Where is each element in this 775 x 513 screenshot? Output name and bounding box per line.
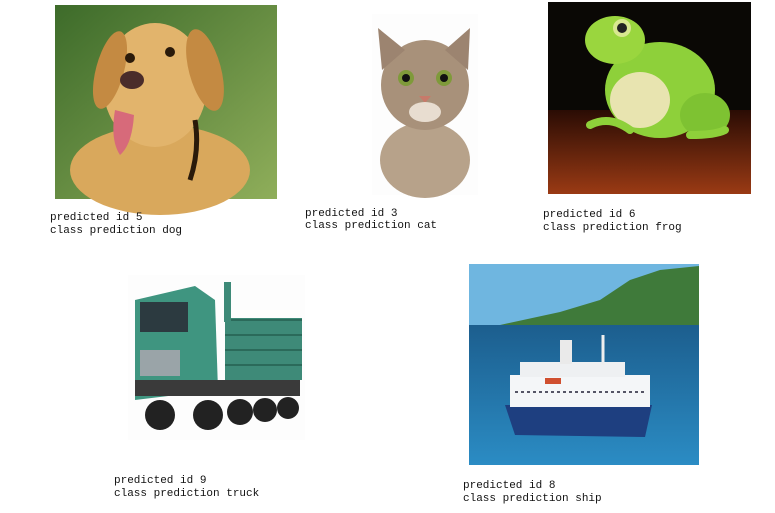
dog-image-part xyxy=(113,110,134,155)
truck-image-part xyxy=(225,319,302,366)
cat-image-part xyxy=(445,28,470,70)
class-prediction: class prediction truck xyxy=(114,488,260,500)
cat-image-part xyxy=(380,122,470,198)
frog-image-part xyxy=(617,23,627,33)
predicted-id: predicted id 9 xyxy=(114,475,207,487)
frog-image-part xyxy=(680,93,730,137)
ship-image-part xyxy=(505,405,652,437)
predicted-id: predicted id 3 xyxy=(305,208,398,220)
ship-image-part xyxy=(520,362,625,377)
cat-image-part xyxy=(378,28,405,70)
cat-image xyxy=(372,14,478,198)
dog-image-part xyxy=(70,125,250,215)
cat-image-part xyxy=(419,96,431,103)
cat-image-part xyxy=(402,74,410,82)
cat-image-part xyxy=(440,74,448,82)
class-prediction: class prediction ship xyxy=(463,493,602,505)
frog-image xyxy=(548,2,751,194)
ship-image-part xyxy=(560,340,572,364)
cat-image-part xyxy=(409,102,441,122)
truck-image-part xyxy=(227,399,253,425)
frog-image-part xyxy=(586,117,729,139)
class-prediction: class prediction frog xyxy=(543,222,682,234)
dog-image-part xyxy=(186,29,224,111)
dog-image-part xyxy=(125,53,135,63)
class-prediction: class prediction dog xyxy=(50,225,183,237)
frog-image-part xyxy=(610,72,670,128)
ship-image-part xyxy=(545,378,561,384)
ship-image xyxy=(469,264,699,465)
truck-image-part xyxy=(140,350,180,376)
dog-image-part xyxy=(92,31,128,109)
truck-image xyxy=(128,275,305,440)
dog-image-part xyxy=(120,71,144,89)
truck-image-part xyxy=(135,380,300,396)
truck-image-part xyxy=(277,397,299,419)
predicted-id: predicted id 8 xyxy=(463,480,556,492)
cat-image-part xyxy=(381,40,469,130)
dog-image-part xyxy=(187,119,200,181)
truck-image-part xyxy=(140,302,188,332)
predicted-id: predicted id 6 xyxy=(543,209,636,221)
truck-image-part xyxy=(145,400,175,430)
dog-image-part xyxy=(165,47,175,57)
dog-image xyxy=(55,5,277,215)
class-prediction: class prediction cat xyxy=(305,220,438,232)
predicted-id: predicted id 5 xyxy=(50,212,143,224)
truck-image-part xyxy=(253,398,277,422)
truck-image-part xyxy=(224,282,231,322)
truck-image-part xyxy=(193,400,223,430)
